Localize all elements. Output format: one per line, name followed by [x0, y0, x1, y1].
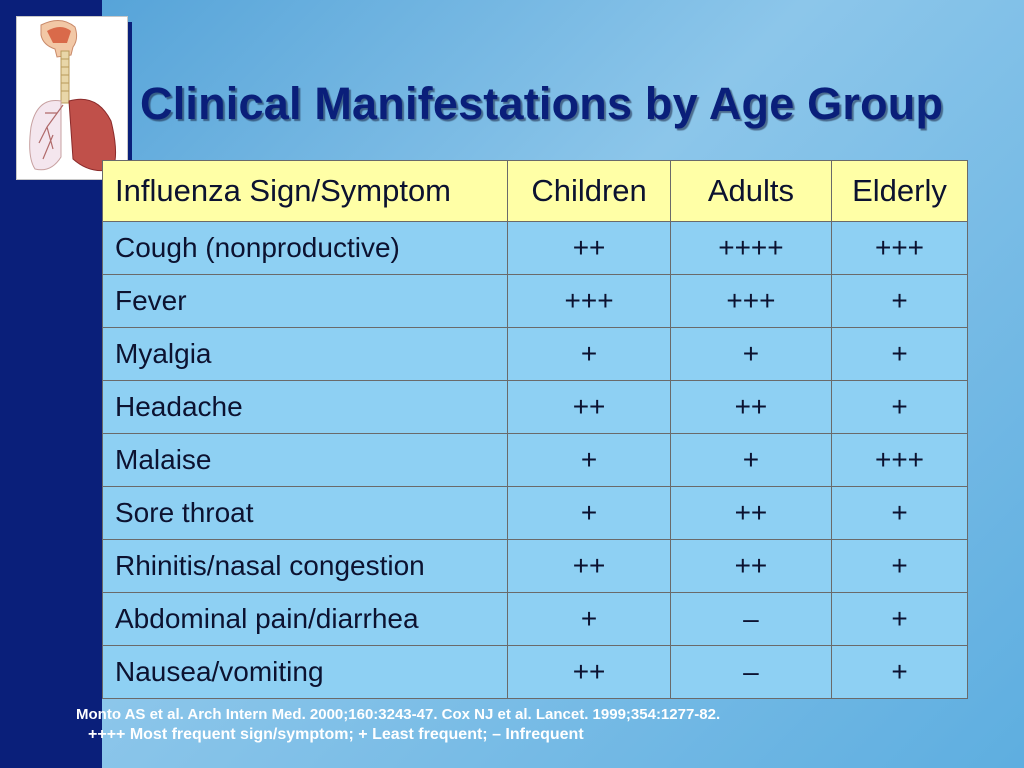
children-cell: ++ [507, 645, 671, 699]
children-cell: + [507, 433, 671, 487]
adults-cell: ++ [669, 486, 833, 540]
table-row: Malaise + + +++ [101, 433, 968, 487]
table-row: Headache ++ ++ + [101, 380, 968, 434]
symptom-cell: Nausea/vomiting [101, 645, 509, 699]
table-header-row: Influenza Sign/Symptom Children Adults E… [101, 160, 968, 222]
adults-cell: ++ [669, 539, 833, 593]
table-row: Abdominal pain/diarrhea + – + [101, 592, 968, 646]
symptom-cell: Malaise [101, 433, 509, 487]
symptom-cell: Rhinitis/nasal congestion [101, 539, 509, 593]
symptom-table: Influenza Sign/Symptom Children Adults E… [101, 160, 968, 699]
elderly-cell: +++ [831, 433, 968, 487]
children-cell: ++ [507, 221, 671, 275]
symptom-cell: Sore throat [101, 486, 509, 540]
elderly-cell: + [831, 539, 968, 593]
respiratory-system-icon [16, 16, 128, 180]
elderly-cell: + [831, 592, 968, 646]
column-header-children: Children [507, 160, 671, 222]
children-cell: +++ [507, 274, 671, 328]
children-cell: ++ [507, 380, 671, 434]
symptom-cell: Abdominal pain/diarrhea [101, 592, 509, 646]
children-cell: ++ [507, 539, 671, 593]
citation-text: Monto AS et al. Arch Intern Med. 2000;16… [76, 706, 721, 723]
adults-cell: + [669, 433, 833, 487]
symptom-cell: Fever [101, 274, 509, 328]
elderly-cell: + [831, 274, 968, 328]
column-header-adults: Adults [669, 160, 833, 222]
elderly-cell: + [831, 380, 968, 434]
table-row: Rhinitis/nasal congestion ++ ++ + [101, 539, 968, 593]
adults-cell: ++++ [669, 221, 833, 275]
slide-title: Clinical Manifestations by Age Group [140, 78, 944, 129]
children-cell: + [507, 486, 671, 540]
symptom-cell: Cough (nonproductive) [101, 221, 509, 275]
legend-text: ++++ Most frequent sign/symptom; + Least… [88, 726, 584, 743]
adults-cell: ++ [669, 380, 833, 434]
symptom-cell: Myalgia [101, 327, 509, 381]
table-row: Nausea/vomiting ++ – + [101, 645, 968, 699]
children-cell: + [507, 327, 671, 381]
elderly-cell: + [831, 486, 968, 540]
elderly-cell: + [831, 645, 968, 699]
column-header-symptom: Influenza Sign/Symptom [101, 160, 509, 222]
adults-cell: + [669, 327, 833, 381]
children-cell: + [507, 592, 671, 646]
table-row: Sore throat + ++ + [101, 486, 968, 540]
column-header-elderly: Elderly [831, 160, 968, 222]
symptom-cell: Headache [101, 380, 509, 434]
adults-cell: – [669, 592, 833, 646]
table-row: Cough (nonproductive) ++ ++++ +++ [101, 221, 968, 275]
adults-cell: +++ [669, 274, 833, 328]
adults-cell: – [669, 645, 833, 699]
table-row: Fever +++ +++ + [101, 274, 968, 328]
table-row: Myalgia + + + [101, 327, 968, 381]
elderly-cell: +++ [831, 221, 968, 275]
elderly-cell: + [831, 327, 968, 381]
